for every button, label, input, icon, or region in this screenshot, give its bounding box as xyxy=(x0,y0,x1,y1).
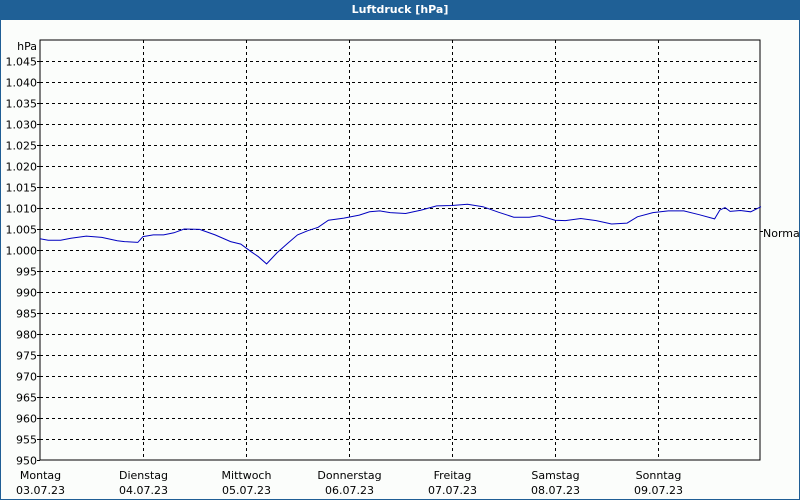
y-tick-label: 1.035 xyxy=(6,98,38,111)
y-tick-label: 1.045 xyxy=(6,56,38,69)
x-tick-date: 05.07.23 xyxy=(222,484,271,497)
normal-reference-label: Normal xyxy=(763,227,800,240)
y-tick-label: 975 xyxy=(16,350,37,363)
x-tick-day: Dienstag xyxy=(119,469,168,482)
x-tick-day: Freitag xyxy=(434,469,472,482)
x-tick-day: Samstag xyxy=(531,469,579,482)
x-tick-date: 04.07.23 xyxy=(119,484,168,497)
y-tick-label: 1.015 xyxy=(6,182,38,195)
x-tick-date: 08.07.23 xyxy=(531,484,580,497)
y-tick-label: 1.010 xyxy=(6,203,38,216)
x-tick-date: 03.07.23 xyxy=(16,484,65,497)
x-tick-date: 07.07.23 xyxy=(428,484,477,497)
y-tick-label: 995 xyxy=(16,266,37,279)
y-tick-label: 985 xyxy=(16,308,37,321)
y-tick-label: 960 xyxy=(16,413,37,426)
x-axis-ticks: Montag 03.07.23 Dienstag 04.07.23 Mittwoch 05… xyxy=(16,469,683,497)
x-tick-day: Donnerstag xyxy=(317,469,381,482)
y-tick-label: 965 xyxy=(16,392,37,405)
x-tick-date: 09.07.23 xyxy=(634,484,683,497)
y-tick-label: 1.000 xyxy=(6,245,38,258)
y-tick-label: 1.020 xyxy=(6,161,38,174)
y-axis-ticks: 1.045 1.040 1.035 1.030 1.025 1.020 1.015 1.010… xyxy=(6,56,763,468)
y-axis-unit-label: hPa xyxy=(17,40,37,53)
y-tick-label: 990 xyxy=(16,287,37,300)
y-tick-label: 950 xyxy=(16,455,37,468)
y-tick-label: 970 xyxy=(16,371,37,384)
y-tick-label: 1.025 xyxy=(6,140,38,153)
y-tick-label: 1.040 xyxy=(6,77,38,90)
x-tick-day: Mittwoch xyxy=(222,469,272,482)
grid-lines xyxy=(40,40,760,460)
y-tick-label: 1.030 xyxy=(6,119,38,132)
x-tick-day: Sonntag xyxy=(636,469,682,482)
pressure-line xyxy=(39,203,762,265)
y-tick-label: 980 xyxy=(16,329,37,342)
y-tick-label: 955 xyxy=(16,434,37,447)
window-title: Luftdruck [hPa] xyxy=(0,0,800,20)
x-tick-day: Montag xyxy=(20,469,61,482)
y-tick-label: 1.005 xyxy=(6,224,38,237)
x-tick-date: 06.07.23 xyxy=(325,484,374,497)
